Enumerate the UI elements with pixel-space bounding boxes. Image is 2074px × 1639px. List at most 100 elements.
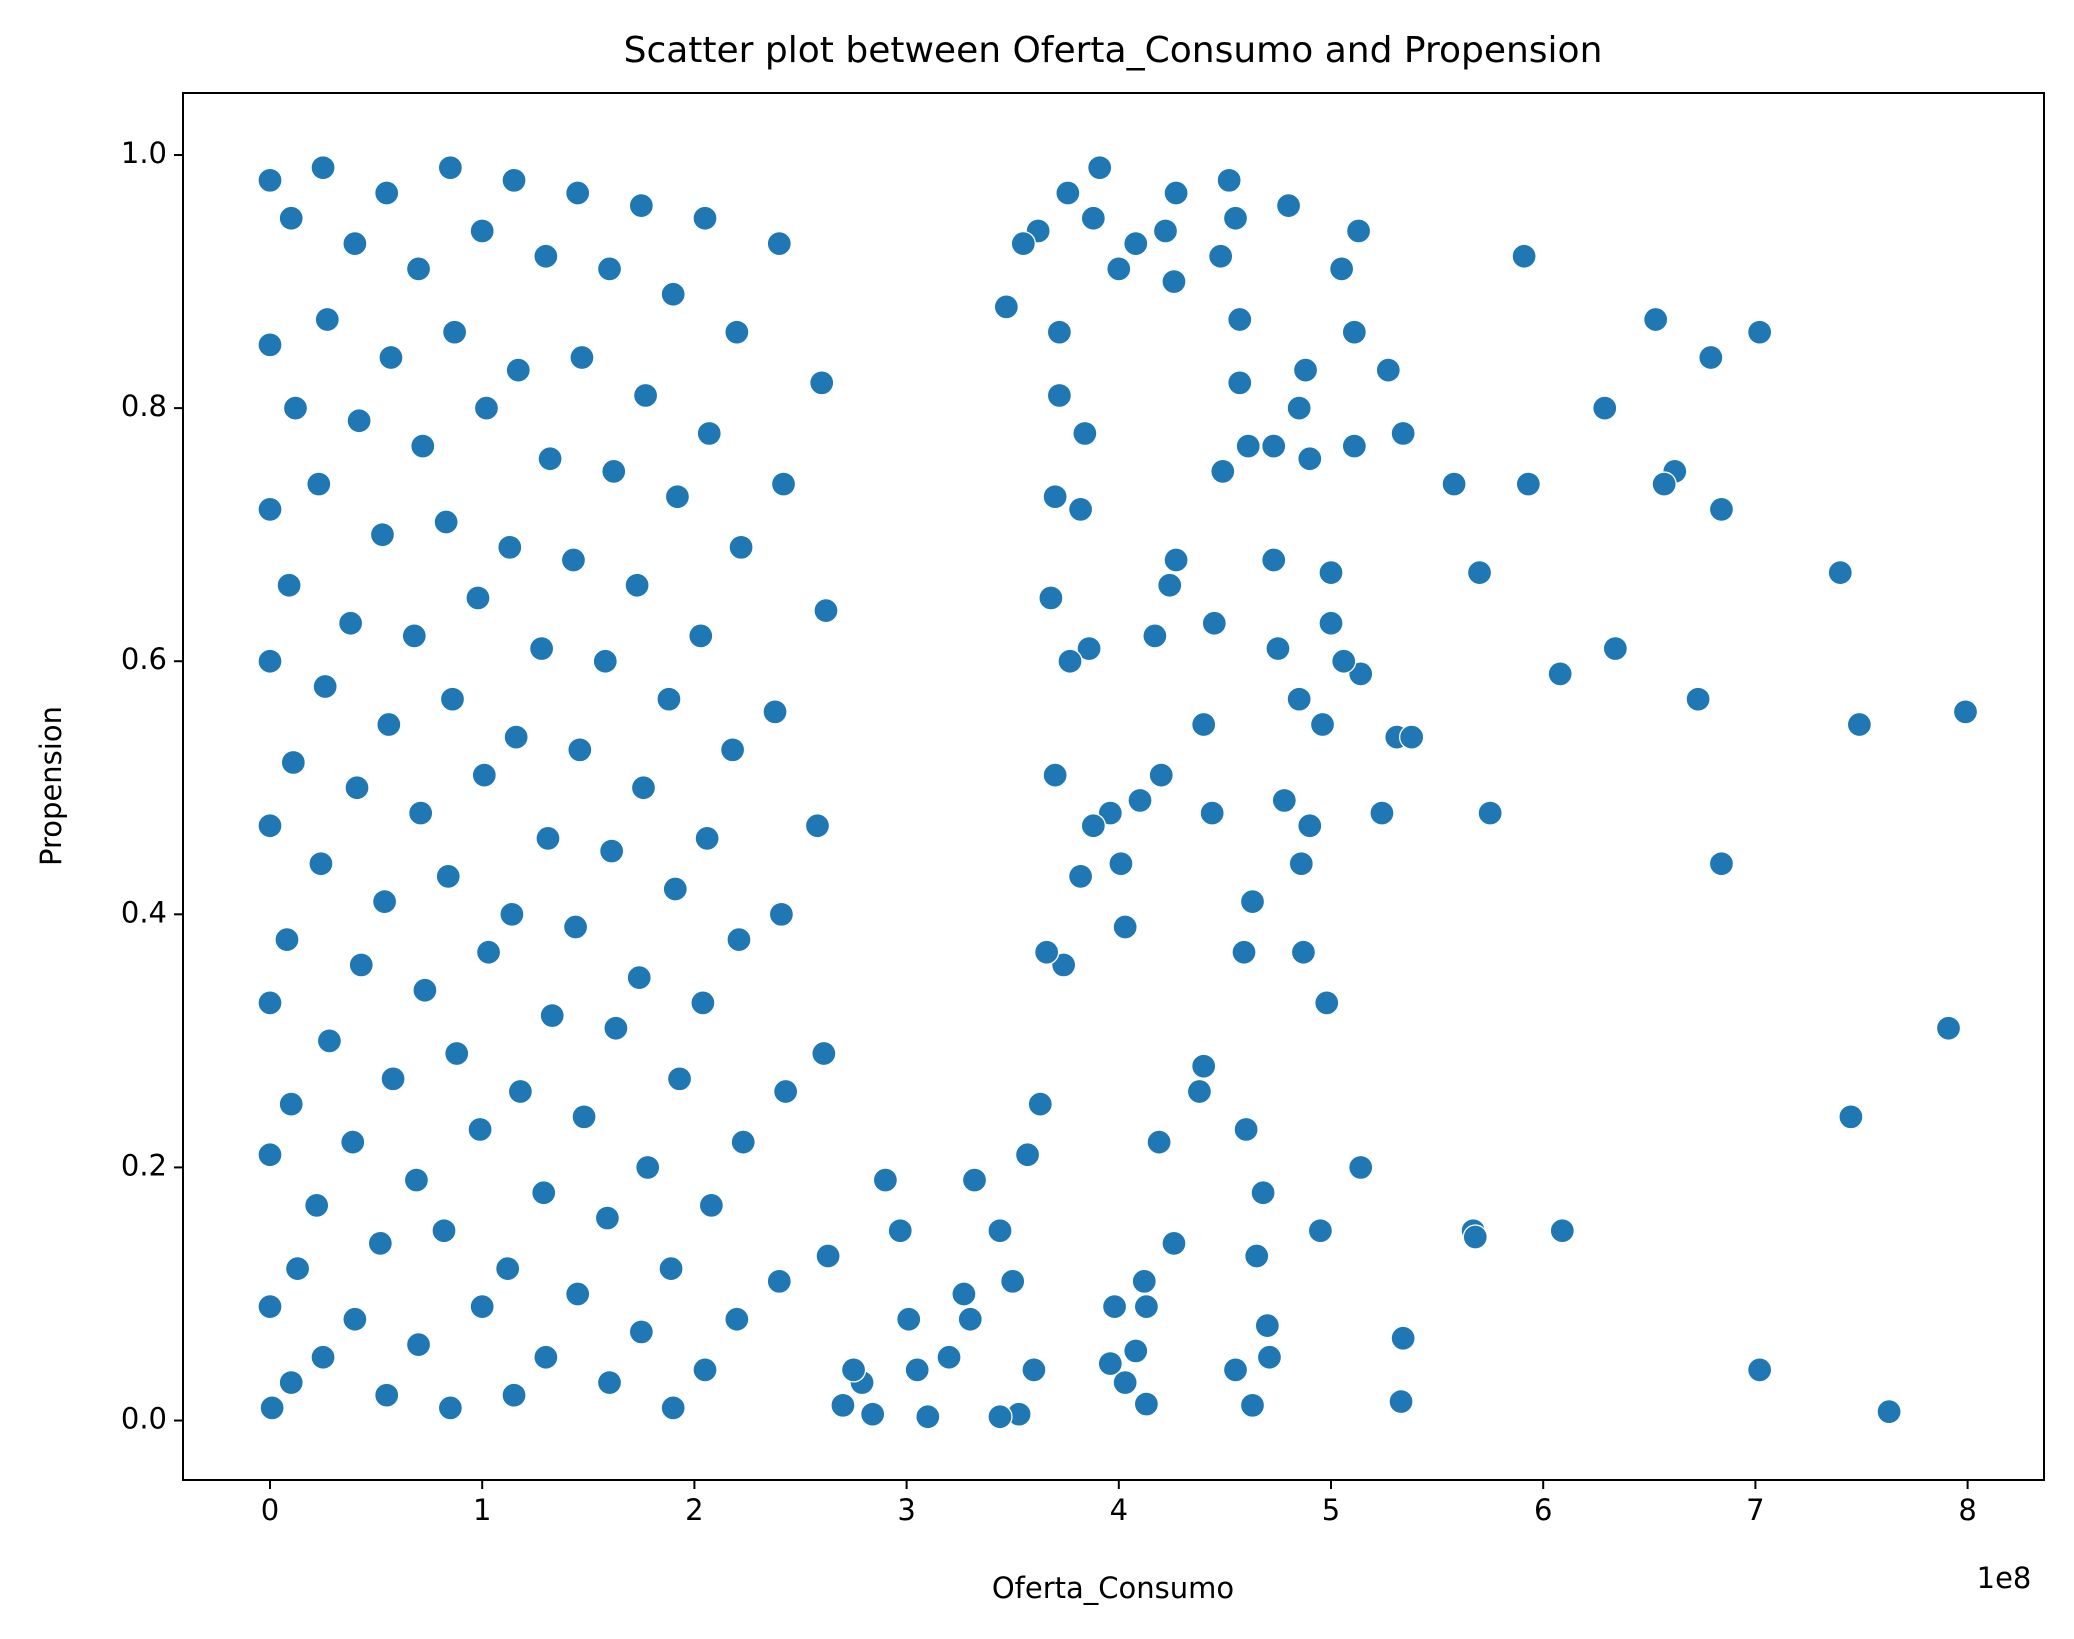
point <box>1261 433 1287 459</box>
point <box>694 825 720 852</box>
point <box>528 635 555 662</box>
point <box>408 800 434 826</box>
x-offset-label: 1e8 <box>1977 1561 2032 1595</box>
point <box>340 1129 366 1155</box>
point <box>367 1230 393 1256</box>
point <box>257 813 283 839</box>
point <box>666 1066 693 1092</box>
point <box>603 1015 629 1041</box>
y-tick-label: 0.8 <box>121 389 167 423</box>
point <box>257 990 283 1016</box>
point <box>1477 800 1503 826</box>
point <box>1112 914 1138 940</box>
point <box>1010 230 1036 257</box>
point <box>497 534 523 560</box>
point <box>410 433 436 459</box>
point <box>1191 1053 1217 1079</box>
point <box>1199 800 1225 826</box>
point <box>628 192 655 219</box>
point <box>815 1243 841 1269</box>
point <box>276 572 302 598</box>
point <box>804 813 831 839</box>
point <box>830 1392 856 1418</box>
x-tick-label: 1 <box>473 1493 491 1527</box>
point <box>560 547 587 573</box>
point <box>533 243 559 269</box>
point <box>1265 635 1291 662</box>
point <box>1348 661 1374 687</box>
point <box>437 1395 464 1421</box>
point <box>696 420 722 447</box>
point <box>690 990 716 1016</box>
point <box>369 522 396 548</box>
point <box>601 458 627 485</box>
point <box>1708 496 1735 523</box>
point <box>660 281 686 307</box>
point <box>904 1357 930 1383</box>
plot-frame <box>182 92 2045 1481</box>
point <box>1046 382 1073 409</box>
point <box>1161 1230 1187 1256</box>
point <box>304 1192 330 1219</box>
point <box>1592 395 1618 421</box>
point <box>660 1395 686 1421</box>
point <box>628 1319 655 1345</box>
point <box>465 585 491 611</box>
point <box>374 180 400 206</box>
point <box>344 775 370 801</box>
point <box>503 724 529 750</box>
point <box>257 496 283 523</box>
point <box>1101 1293 1128 1320</box>
point <box>1286 395 1312 421</box>
point <box>567 737 593 763</box>
point <box>337 610 364 636</box>
point <box>439 686 466 712</box>
point <box>257 332 283 358</box>
point <box>278 1369 304 1396</box>
point <box>1210 458 1236 485</box>
point <box>698 1192 725 1219</box>
point <box>1131 1268 1157 1294</box>
y-axis-label: Propension <box>34 706 68 866</box>
point <box>342 230 368 257</box>
point <box>596 1369 623 1396</box>
point <box>257 167 283 193</box>
point <box>1261 547 1287 573</box>
point <box>471 762 497 788</box>
point <box>1046 319 1073 345</box>
point <box>499 901 525 927</box>
point <box>569 344 595 371</box>
point <box>1290 939 1317 965</box>
point <box>632 382 659 409</box>
point <box>624 572 650 598</box>
point <box>312 673 338 700</box>
point <box>316 1028 343 1054</box>
point <box>274 926 300 953</box>
point <box>1331 648 1357 674</box>
point <box>1080 205 1106 231</box>
point <box>1838 1104 1864 1130</box>
point <box>724 319 750 345</box>
point <box>1163 180 1189 206</box>
point <box>1398 724 1425 750</box>
point <box>469 1293 495 1320</box>
point <box>1208 243 1234 269</box>
point <box>257 1142 283 1168</box>
point <box>896 1306 922 1332</box>
x-tick-label: 6 <box>1534 1493 1552 1527</box>
point <box>1034 939 1060 965</box>
point <box>1112 1369 1138 1396</box>
point <box>1348 1154 1374 1181</box>
point <box>1097 800 1123 826</box>
point <box>719 737 746 763</box>
point <box>1186 1078 1213 1105</box>
point <box>405 1331 432 1358</box>
point <box>809 370 835 396</box>
point <box>630 775 657 801</box>
point <box>1827 559 1853 586</box>
point <box>257 1293 283 1320</box>
point <box>1146 1129 1172 1155</box>
point <box>1375 357 1401 383</box>
plot-area <box>257 155 1979 1430</box>
